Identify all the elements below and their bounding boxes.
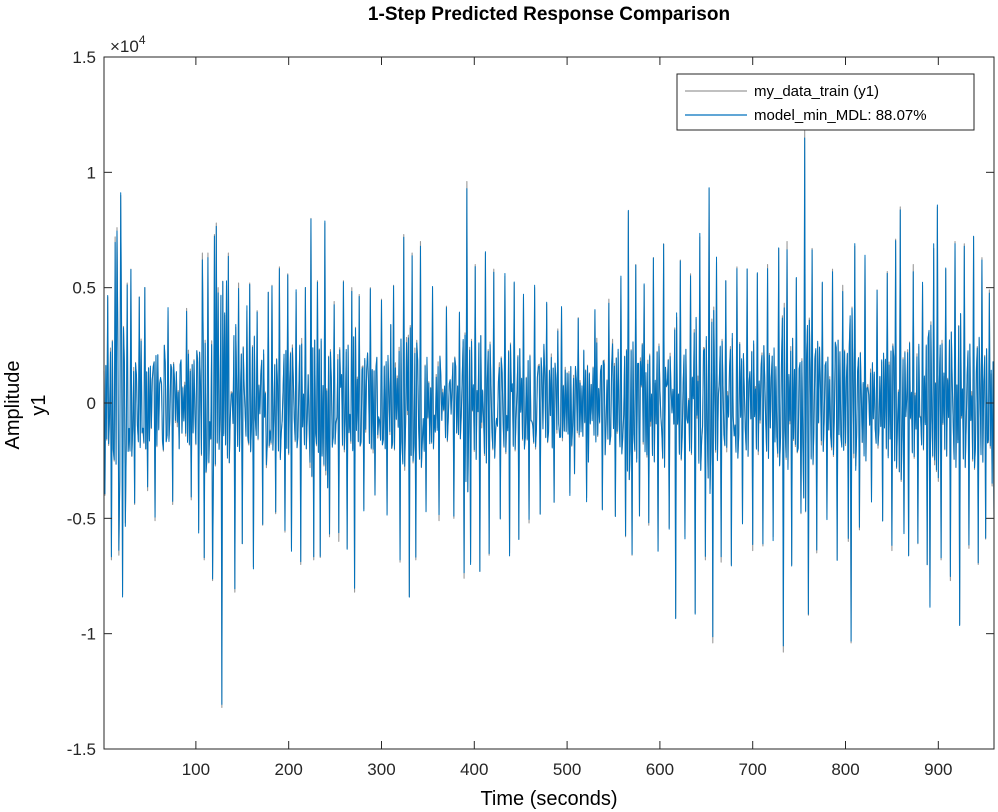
legend: my_data_train (y1) model_min_MDL: 88.07% bbox=[676, 73, 975, 131]
y-tick-label: -1 bbox=[81, 625, 96, 644]
y-tick-label: -0.5 bbox=[67, 509, 96, 528]
series-layer bbox=[103, 130, 995, 709]
legend-label-measured: my_data_train (y1) bbox=[754, 83, 879, 100]
legend-box bbox=[676, 73, 975, 131]
tick-layer: 100 200 300 400 500 600 700 800 900 -1.5 -1 -0.5 0 0.… bbox=[67, 48, 994, 779]
legend-label-model: model_min_MDL: 88.07% bbox=[754, 107, 927, 124]
y-axis-label: Amplitude bbox=[2, 361, 24, 450]
x-tick-label: 100 bbox=[182, 760, 210, 779]
x-tick-label: 500 bbox=[553, 760, 581, 779]
y-exponent-label: ×104 bbox=[110, 33, 146, 56]
x-tick-label: 700 bbox=[739, 760, 767, 779]
y-tick-label: -1.5 bbox=[67, 740, 96, 759]
y-tick-label: 1 bbox=[87, 163, 96, 182]
plot-frame bbox=[103, 56, 995, 750]
x-tick-label: 200 bbox=[274, 760, 302, 779]
x-tick-label: 600 bbox=[646, 760, 674, 779]
chart-title: 1-Step Predicted Response Comparison bbox=[368, 4, 730, 25]
x-tick-label: 300 bbox=[367, 760, 395, 779]
x-tick-label: 900 bbox=[924, 760, 952, 779]
channel-label: y1 bbox=[28, 394, 50, 415]
x-tick-label: 400 bbox=[460, 760, 488, 779]
x-tick-label: 800 bbox=[831, 760, 859, 779]
y-tick-label: 1.5 bbox=[72, 48, 96, 67]
y-tick-label: 0 bbox=[87, 394, 96, 413]
y-tick-label: 0.5 bbox=[72, 279, 96, 298]
series-line-model bbox=[103, 137, 995, 705]
x-axis-label: Time (seconds) bbox=[480, 788, 617, 810]
